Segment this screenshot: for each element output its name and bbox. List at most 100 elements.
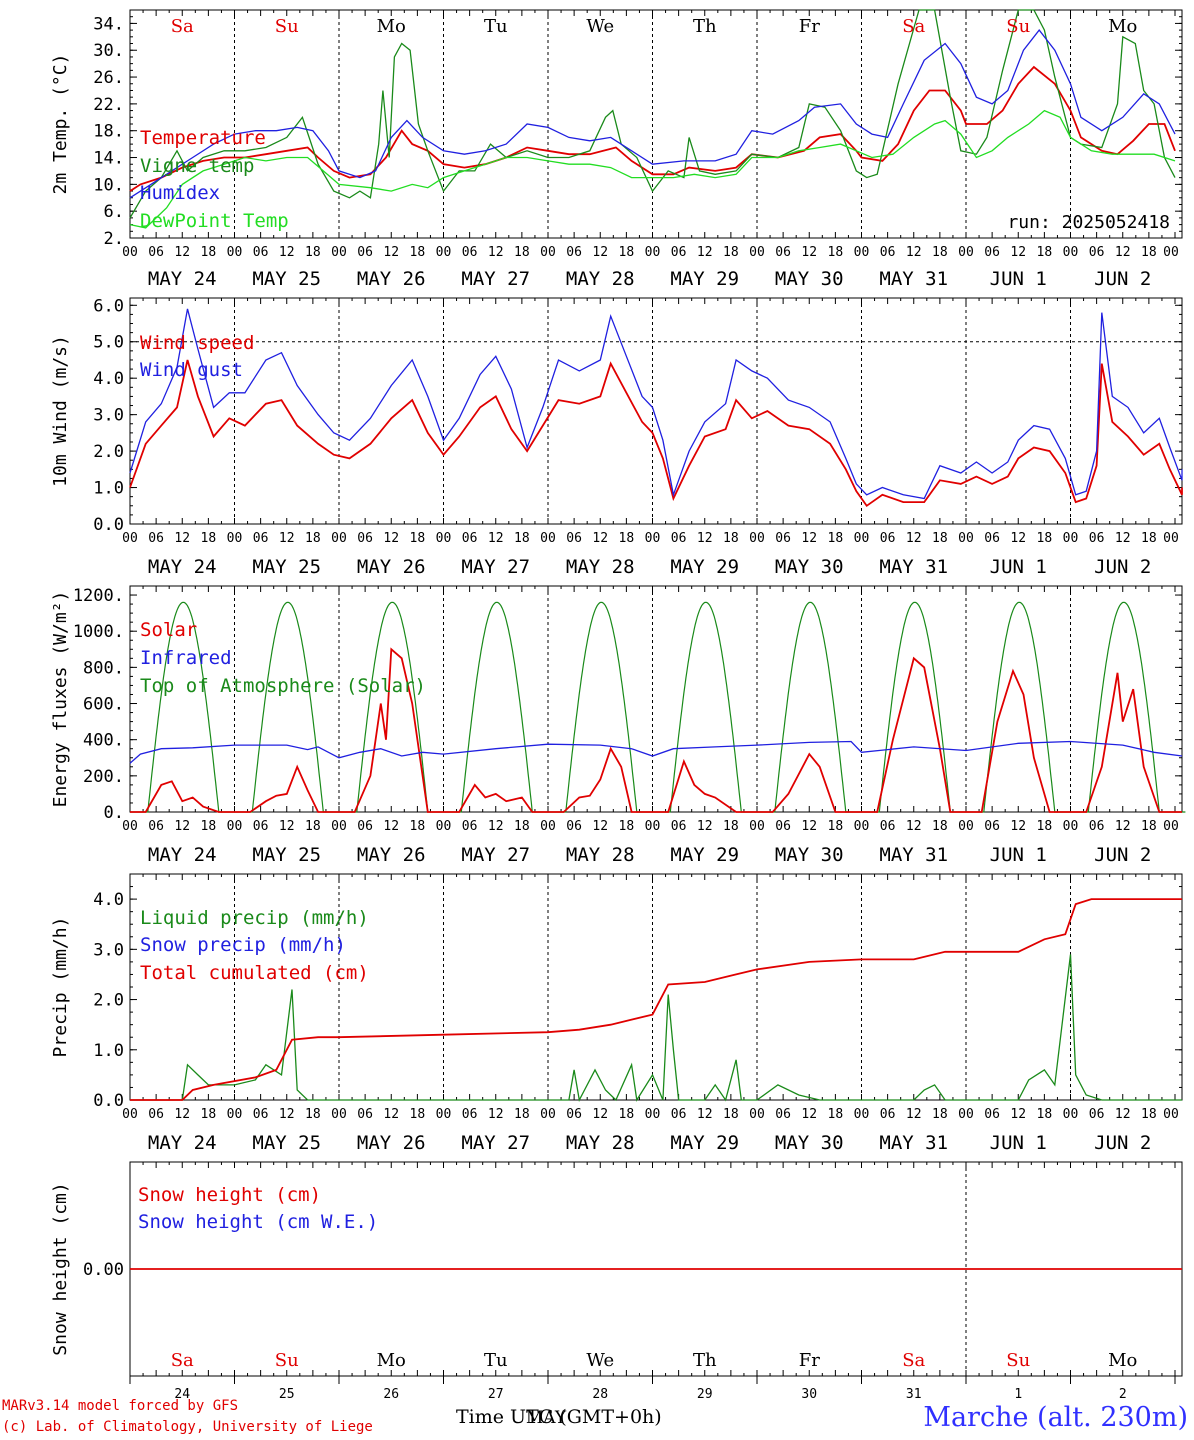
hour-label: 06 [1089,819,1105,834]
day-letter: We [586,1350,614,1371]
hour-label: 12 [279,819,295,834]
run-label: run: 2025052418 [1007,212,1170,233]
credit-lab: (c) Lab. of Climatology, University of L… [2,1419,373,1435]
hour-label: 06 [357,1107,373,1122]
hour-label: 06 [671,819,687,834]
date-label: MAY 30 [775,556,844,578]
hour-label: 00 [645,531,661,546]
hour-label: 00 [958,1107,974,1122]
hour-label: 06 [148,531,164,546]
day-letter: Mo [377,1350,406,1371]
hour-label: 00 [645,819,661,834]
legend-entry: Snow height (cm) [138,1184,321,1206]
hour-label: 00 [331,819,347,834]
bottom-day-number: 25 [279,1387,295,1402]
hour-label: 18 [723,245,739,260]
hour-label: 06 [566,245,582,260]
hour-label: 18 [201,245,217,260]
day-letter: Sa [171,1350,194,1371]
hour-label: 00 [958,531,974,546]
hour-label: 18 [828,1107,844,1122]
y-tick-label: 0.00 [83,1260,124,1280]
date-label: MAY 24 [148,268,217,290]
hour-label: 12 [383,245,399,260]
y-tick-label: 3.0 [93,940,124,960]
hour-label: 18 [410,819,426,834]
bottom-day-number: 28 [592,1387,608,1402]
hour-label: 00 [854,819,870,834]
series-line-wind-gust [129,308,1183,500]
hour-label: 18 [410,531,426,546]
hour-label: 00 [1063,819,1079,834]
day-letter: Tu [484,1350,508,1371]
series-line-top-of-atmosphere [130,601,1186,813]
hour-label: 18 [514,1107,530,1122]
hour-label: 06 [880,819,896,834]
day-letter: Sa [902,16,925,37]
y-tick-label: 2. [104,229,124,249]
hour-label: 12 [697,1107,713,1122]
hour-label: 00 [540,819,556,834]
hour-label: 06 [148,819,164,834]
hour-label: 00 [436,531,452,546]
date-label: MAY 27 [461,268,530,290]
hour-label: 00 [227,819,243,834]
day-letter: Th [693,1350,717,1371]
station-name: Marche (alt. 230m) [923,1402,1188,1433]
date-label: MAY 28 [566,556,635,578]
hour-label: 00 [749,531,765,546]
y-tick-label: 22. [93,95,124,115]
hour-label: 00 [227,531,243,546]
hour-label: 12 [906,1107,922,1122]
hour-label: 18 [514,245,530,260]
hour-label: 00 [958,819,974,834]
hour-label: 06 [775,1107,791,1122]
hour-label: 12 [279,531,295,546]
day-letter: Sa [902,1350,925,1371]
hour-label: 12 [906,245,922,260]
hour-label: 00 [854,531,870,546]
date-label: MAY 27 [461,556,530,578]
hour-label: 12 [697,531,713,546]
hour-label: 00 [122,531,138,546]
date-label: MAY 28 [566,268,635,290]
hour-label: 12 [174,245,190,260]
hour-label: 06 [462,245,478,260]
hour-label: 12 [1010,531,1026,546]
hour-label: 18 [1037,819,1053,834]
hour-label: 18 [932,245,948,260]
y-tick-label: 5.0 [93,333,124,353]
date-label: MAY 24 [148,556,217,578]
hour-label: 06 [1089,1107,1105,1122]
date-label: JUN 1 [990,556,1047,578]
date-label: MAY 25 [252,268,321,290]
legend-entry: Liquid precip (mm/h) [140,907,369,929]
date-label: JUN 1 [990,844,1047,866]
hour-label: 18 [514,531,530,546]
day-letter: Mo [1108,1350,1137,1371]
hour-label: 06 [1089,245,1105,260]
y-tick-label: 2.0 [93,991,124,1011]
hour-label: 12 [592,819,608,834]
hour-label: 18 [723,531,739,546]
hour-label: 12 [1115,819,1131,834]
y-axis-label: 2m Temp. (°C) [50,54,71,195]
day-letter: Tu [484,16,508,37]
hour-label: 00 [749,819,765,834]
day-letter: Su [275,16,299,37]
y-tick-label: 34. [93,14,124,34]
hour-label: 00 [854,245,870,260]
hour-label: 00 [436,245,452,260]
panel-frame-1 [129,297,1183,525]
legend-entry: Wind gust [140,359,243,381]
hour-label: 06 [775,531,791,546]
y-tick-label: 800. [83,658,124,678]
hour-label: 06 [462,1107,478,1122]
date-label: MAY 27 [461,844,530,866]
date-label: MAY 31 [879,268,948,290]
legend-entry: Vigne temp [140,155,254,177]
y-axis-label: Energy fluxes (W/m²) [50,591,71,808]
y-axis-label: Snow height (cm) [50,1182,71,1355]
bottom-day-number: 27 [488,1387,504,1402]
y-tick-label: 10. [93,175,124,195]
